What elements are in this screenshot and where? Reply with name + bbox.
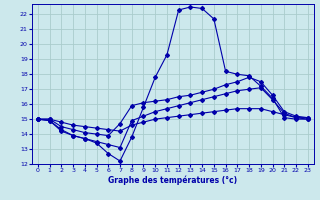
X-axis label: Graphe des températures (°c): Graphe des températures (°c) — [108, 176, 237, 185]
